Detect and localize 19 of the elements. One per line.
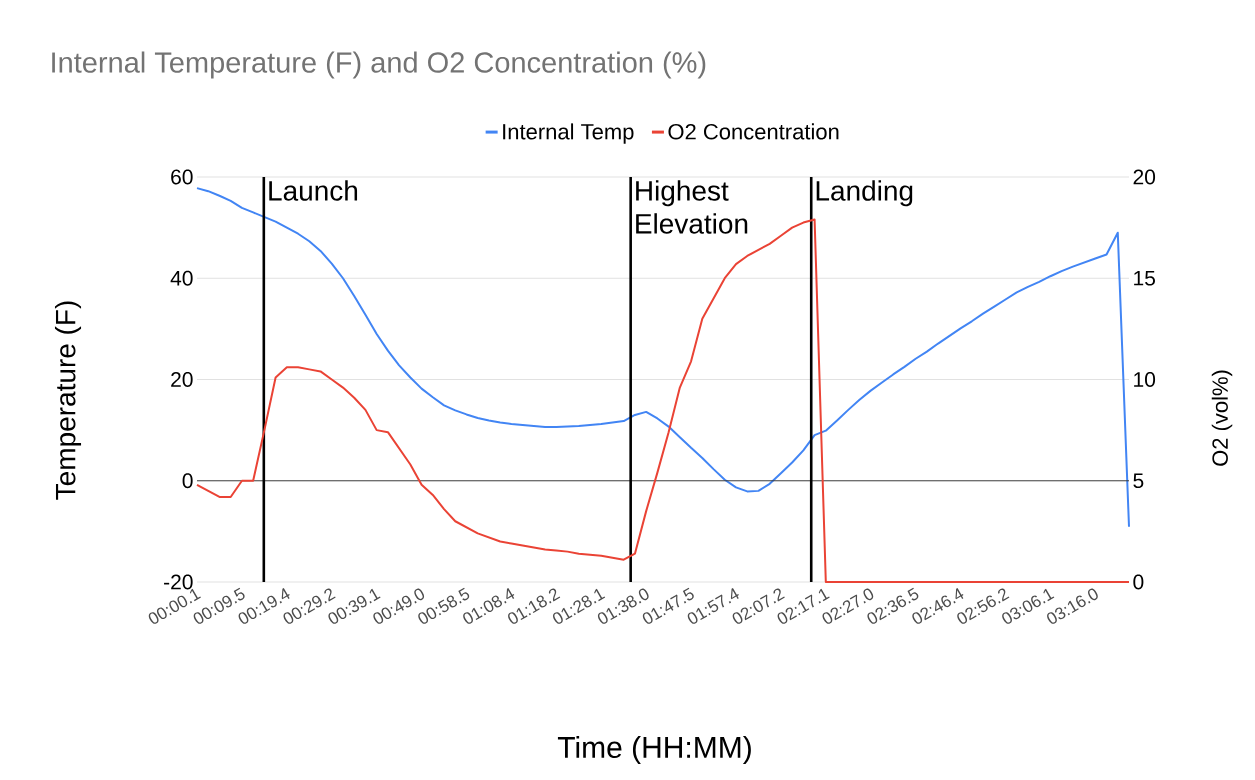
y2-tick-label: 5 [1133,473,1144,489]
x-axis-title: Time (HH:MM) [557,736,751,764]
y2-axis-title: O2 (vol%) [1211,370,1233,466]
y2-tick-label: 0 [1133,574,1144,590]
y2-tick-label: 15 [1134,270,1155,286]
legend-label: O2 Concentration [668,123,839,140]
legend-label: Internal Temp [503,123,634,144]
annotation: Landing [816,180,913,207]
y2-tick-label: 10 [1134,372,1156,387]
y-tick-label: 20 [171,372,193,387]
y-tick-label: -20 [164,574,193,590]
chart-title: Internal Temperature (F) and O2 Concentration (%) [52,51,706,79]
y2-tick-label: 20 [1133,169,1156,185]
y-axis-title: Temperature (F) [54,301,82,500]
y-tick-label: 60 [171,169,193,185]
annotation: Highest Elevation [636,180,748,234]
y-tick-label: 0 [182,473,193,489]
y-tick-label: 40 [170,270,193,286]
annotation: Launch [269,180,358,201]
